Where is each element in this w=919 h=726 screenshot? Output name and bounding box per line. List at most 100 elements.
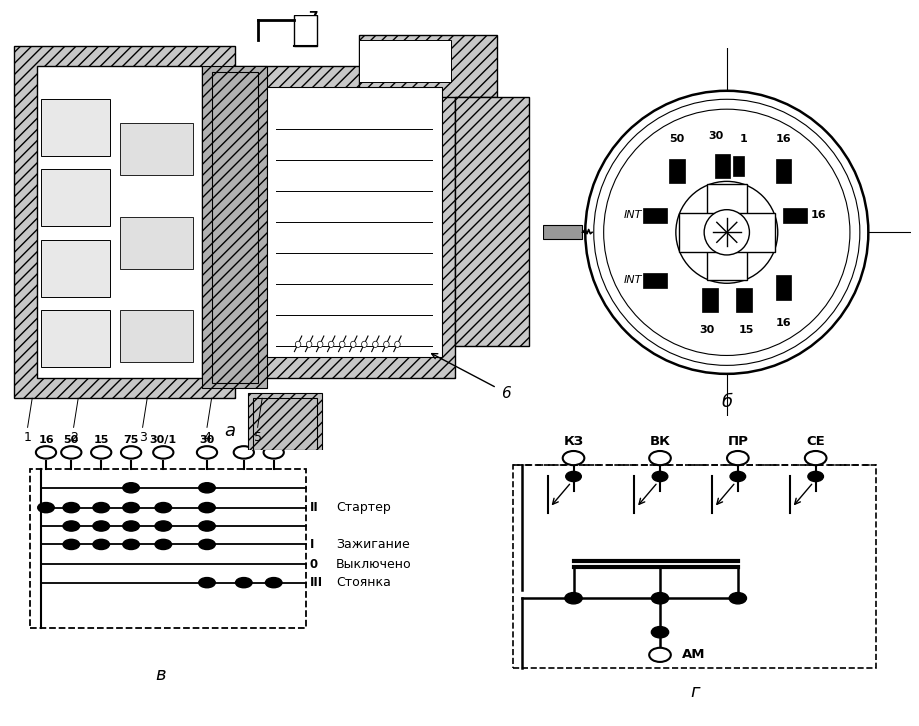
Circle shape [197, 446, 217, 459]
Circle shape [93, 502, 109, 513]
Circle shape [154, 521, 172, 531]
Circle shape [295, 341, 301, 348]
Bar [202, 66, 267, 388]
Circle shape [199, 502, 215, 513]
Text: 6: 6 [501, 386, 510, 401]
Circle shape [62, 502, 80, 513]
Circle shape [804, 451, 825, 465]
Text: Зажигание: Зажигание [335, 538, 409, 551]
Circle shape [649, 648, 670, 662]
Circle shape [383, 341, 389, 348]
Text: 75: 75 [123, 435, 139, 444]
Circle shape [263, 446, 283, 459]
Bar [29, 470, 305, 628]
Text: III: III [310, 576, 323, 590]
Bar [253, 399, 317, 450]
Text: 4: 4 [203, 431, 210, 444]
Bar [119, 310, 193, 362]
Bar [706, 184, 746, 280]
Bar [234, 66, 455, 378]
Text: 16: 16 [775, 318, 790, 328]
Circle shape [38, 502, 54, 513]
Text: г: г [689, 682, 698, 701]
Circle shape [62, 446, 82, 459]
Circle shape [372, 341, 378, 348]
Circle shape [703, 210, 749, 255]
Text: 7: 7 [308, 9, 317, 23]
Text: 3: 3 [139, 431, 146, 444]
Bar [669, 160, 685, 184]
Circle shape [603, 109, 849, 356]
Circle shape [91, 446, 111, 459]
Text: Стартер: Стартер [335, 501, 391, 514]
Text: 16: 16 [39, 435, 53, 444]
Bar [41, 99, 110, 155]
Bar [358, 41, 450, 82]
Bar [715, 154, 729, 178]
Circle shape [93, 539, 109, 550]
Bar [701, 288, 717, 312]
Text: 30: 30 [707, 131, 722, 141]
Bar [641, 208, 666, 223]
Bar [735, 288, 751, 312]
Bar [782, 208, 806, 223]
Circle shape [93, 521, 109, 531]
Circle shape [233, 446, 254, 459]
Bar [732, 156, 743, 176]
Circle shape [36, 446, 56, 459]
Circle shape [726, 451, 748, 465]
Bar [358, 36, 496, 97]
Bar [775, 275, 790, 300]
Text: в: в [155, 666, 166, 684]
Text: АМ: АМ [681, 648, 704, 661]
Circle shape [565, 471, 581, 481]
Bar [542, 225, 582, 240]
Circle shape [807, 471, 823, 481]
Text: 2: 2 [70, 431, 77, 444]
Text: 30: 30 [199, 435, 214, 444]
Text: Выключено: Выключено [335, 558, 411, 571]
Circle shape [730, 471, 744, 481]
Bar [37, 66, 202, 378]
Bar [119, 217, 193, 269]
Circle shape [564, 592, 582, 604]
Circle shape [123, 539, 140, 550]
Circle shape [584, 91, 868, 374]
Bar [294, 15, 317, 46]
Text: 50: 50 [63, 435, 79, 444]
Circle shape [339, 341, 345, 348]
Circle shape [199, 578, 215, 588]
Bar [267, 87, 441, 356]
Circle shape [154, 502, 172, 513]
Text: 16: 16 [811, 211, 825, 220]
Circle shape [593, 99, 859, 365]
Bar [41, 240, 110, 297]
Circle shape [649, 451, 670, 465]
Circle shape [123, 483, 140, 493]
Text: I: I [310, 538, 313, 551]
Text: 15: 15 [738, 325, 754, 335]
Circle shape [235, 578, 252, 588]
Circle shape [266, 578, 281, 588]
Circle shape [123, 502, 140, 513]
Circle shape [652, 471, 667, 481]
Bar [14, 46, 234, 399]
Circle shape [651, 627, 668, 638]
Circle shape [123, 521, 140, 531]
Circle shape [317, 341, 323, 348]
Text: II: II [310, 501, 318, 514]
Circle shape [153, 446, 174, 459]
Bar [455, 97, 528, 346]
Text: б: б [720, 393, 732, 411]
Bar [41, 169, 110, 226]
Bar [641, 273, 666, 288]
Circle shape [562, 451, 584, 465]
Circle shape [651, 592, 668, 604]
Text: 0: 0 [310, 558, 317, 571]
Circle shape [62, 521, 80, 531]
Text: 1: 1 [739, 134, 747, 144]
Circle shape [199, 521, 215, 531]
Text: 16: 16 [775, 134, 790, 144]
Circle shape [729, 592, 745, 604]
Bar [678, 213, 774, 252]
